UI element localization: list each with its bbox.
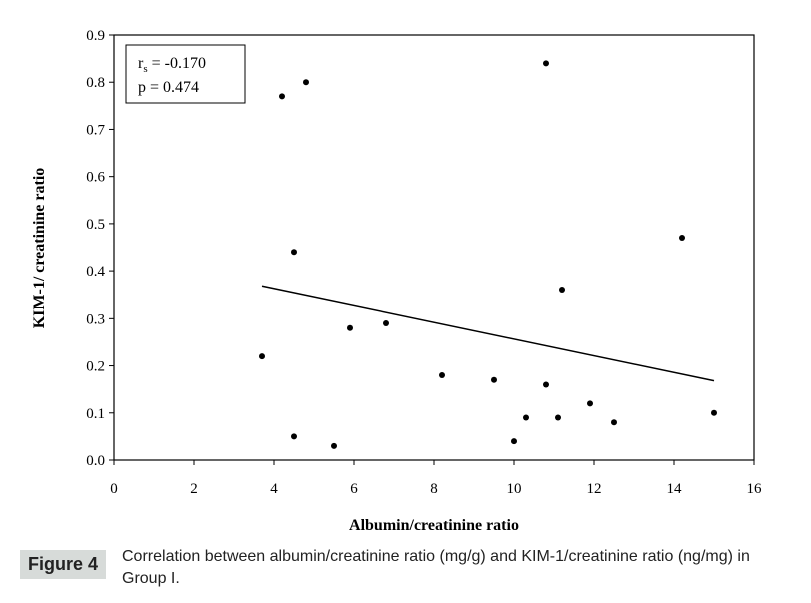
y-tick-label: 0.2 — [86, 359, 105, 375]
x-tick-label: 14 — [667, 481, 683, 497]
data-point — [347, 324, 353, 331]
data-point — [291, 249, 297, 256]
x-axis: 0 2 4 6 8 10 12 14 16 — [110, 460, 762, 497]
data-point — [679, 235, 685, 242]
figure-caption: Figure 4 Correlation between albumin/cre… — [20, 546, 780, 596]
trendline — [261, 285, 715, 382]
data-points — [259, 60, 717, 449]
data-point — [279, 93, 285, 100]
caption-text: Correlation between albumin/creatinine r… — [122, 548, 750, 587]
data-point — [587, 400, 593, 407]
y-tick-label: 0.9 — [86, 28, 105, 44]
stats-annotation: rs = -0.170 p = 0.474 — [125, 44, 246, 104]
p-stat: p = 0.474 — [138, 79, 199, 96]
figure-label: Figure 4 — [20, 550, 107, 579]
data-point — [711, 409, 717, 416]
x-tick-label: 10 — [507, 481, 522, 497]
y-axis-title: KIM-1/ creatinine ratio — [31, 168, 48, 329]
y-tick-label: 0.1 — [86, 406, 105, 422]
scatter-chart: 0.0 0.1 0.2 0.3 0.4 0.5 0.6 0.7 0.8 0.9 0 2 4 6 8 10 12… — [31, 28, 762, 534]
data-point — [555, 414, 561, 421]
y-axis: 0.0 0.1 0.2 0.3 0.4 0.5 0.6 0.7 0.8 0.9 — [86, 28, 114, 469]
x-tick-label: 8 — [430, 481, 438, 497]
x-tick-label: 0 — [110, 481, 118, 497]
data-point — [543, 381, 549, 388]
rs-stat: rs = -0.170 — [138, 55, 206, 75]
y-tick-label: 0.8 — [86, 75, 105, 91]
data-point — [511, 438, 517, 445]
y-tick-label: 0.3 — [86, 311, 105, 327]
data-point — [611, 419, 617, 426]
x-axis-title: Albumin/creatinine ratio — [349, 517, 519, 534]
stats-box — [125, 44, 246, 104]
data-point — [559, 287, 565, 293]
data-point — [439, 372, 445, 378]
y-tick-label: 0.6 — [86, 170, 105, 186]
data-point — [523, 414, 529, 421]
y-tick-label: 0.7 — [86, 122, 105, 138]
x-tick-label: 4 — [270, 481, 278, 497]
x-tick-label: 16 — [747, 481, 763, 497]
x-tick-label: 12 — [587, 481, 602, 497]
data-point — [291, 433, 297, 440]
x-tick-label: 6 — [350, 481, 358, 497]
data-point — [543, 60, 549, 67]
y-tick-label: 0.4 — [86, 264, 105, 280]
data-point — [303, 79, 309, 86]
x-tick-label: 2 — [190, 481, 198, 497]
data-point — [259, 353, 265, 360]
y-tick-label: 0.0 — [86, 453, 105, 469]
data-point — [383, 320, 389, 327]
data-point — [491, 376, 497, 383]
data-point — [331, 442, 337, 449]
y-tick-label: 0.5 — [86, 217, 105, 233]
